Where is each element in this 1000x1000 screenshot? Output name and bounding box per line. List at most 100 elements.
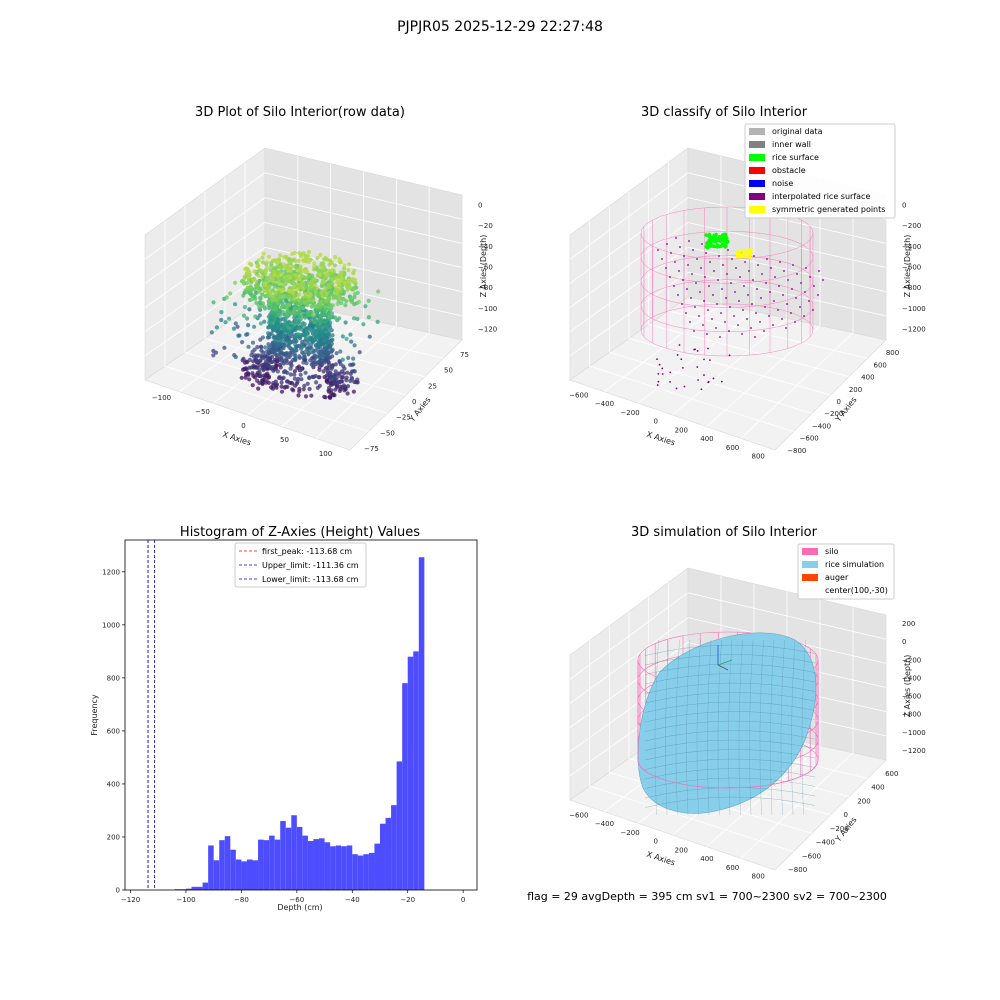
raw-point (311, 312, 316, 317)
interpolated-point (683, 385, 686, 388)
histogram-bar (224, 836, 231, 890)
x-tick-label: −50 (195, 408, 210, 416)
raw-point (280, 282, 285, 287)
rice-mesh-line (644, 768, 816, 780)
x-tick-label: −100 (152, 394, 171, 402)
raw-point (296, 306, 301, 311)
histogram-title: Histogram of Z-Axies (Height) Values (180, 525, 420, 540)
raw-point (280, 305, 285, 310)
raw-point (233, 354, 238, 360)
raw-point (213, 350, 219, 355)
x-tick-label: 0 (653, 418, 657, 426)
raw-point (336, 281, 341, 286)
interpolated-point (657, 372, 660, 375)
histogram-bar (208, 845, 214, 890)
legend-label: obstacle (772, 166, 806, 175)
raw-point (353, 291, 358, 296)
interpolated-point (693, 330, 695, 332)
raw-point (292, 352, 297, 357)
raw-point (299, 254, 304, 259)
panel-raw-xlabel: X Axies (221, 430, 252, 448)
y-tick-label: −25 (396, 414, 411, 422)
raw-point (351, 389, 356, 394)
raw-point (319, 313, 324, 318)
raw-point (219, 310, 224, 315)
x-tick-label: 800 (752, 453, 765, 461)
interpolated-point (813, 285, 815, 287)
raw-point (293, 272, 298, 278)
interpolated-point (804, 291, 806, 293)
histogram-bar (402, 683, 408, 890)
raw-point (279, 380, 284, 385)
raw-point (235, 324, 240, 329)
raw-point (256, 273, 261, 278)
raw-point (315, 354, 320, 359)
rice-mesh-line (749, 639, 754, 816)
raw-point (278, 309, 283, 315)
legend-frame (234, 542, 367, 588)
symmetric-point (742, 250, 746, 254)
z-tick-label: −20 (478, 222, 493, 230)
raw-point (281, 375, 286, 380)
z-tick-label: −200 (902, 656, 921, 664)
raw-point (263, 345, 268, 350)
interpolated-point (748, 270, 750, 272)
raw-point (251, 373, 256, 378)
raw-point (279, 389, 285, 394)
interpolated-point (707, 309, 709, 311)
interpolated-point (731, 258, 733, 260)
rice-mesh-line (707, 639, 712, 816)
legend-swatch (749, 128, 765, 135)
interpolated-point (693, 348, 696, 351)
raw-point (296, 276, 301, 281)
raw-point (301, 286, 306, 291)
grid-line-y (706, 179, 821, 427)
interpolated-point (778, 285, 780, 287)
raw-point (321, 267, 326, 272)
raw-point (273, 379, 278, 384)
legend-label: original data (772, 127, 823, 136)
raw-point (316, 341, 321, 346)
raw-point (282, 343, 287, 348)
raw-point (273, 335, 278, 340)
raw-point (278, 350, 283, 355)
legend-label: rice simulation (825, 560, 884, 569)
x-tick-label: −600 (569, 391, 588, 399)
raw-point (254, 283, 259, 288)
y-tick-label: 75 (460, 351, 469, 359)
interpolated-point (792, 264, 794, 266)
raw-point (278, 253, 283, 258)
interpolated-point (752, 279, 754, 281)
interpolated-point (735, 267, 737, 269)
raw-point (352, 268, 357, 273)
interpolated-point (817, 294, 819, 296)
center-axis (717, 664, 729, 671)
rice-mesh-line (644, 720, 816, 732)
panel-classify-legend: original data inner wall rice surface obsta… (744, 123, 896, 219)
raw-point (285, 309, 290, 314)
histogram-bar (313, 839, 320, 890)
raw-point (286, 268, 291, 273)
raw-point (310, 362, 315, 367)
interpolated-point (783, 270, 785, 272)
raw-point (325, 324, 330, 329)
raw-point (260, 335, 265, 340)
interpolated-point (795, 297, 797, 299)
raw-point (289, 280, 294, 285)
x-tick-label: 200 (675, 846, 688, 854)
raw-point (297, 315, 303, 320)
y-tick-label: 600 (107, 727, 120, 735)
raw-point (295, 365, 300, 371)
raw-point (260, 292, 265, 297)
raw-point (280, 339, 285, 344)
raw-point (290, 321, 295, 326)
panel-raw-ylabel: Y Axies (407, 395, 433, 424)
histogram-bar (341, 846, 347, 890)
raw-point (330, 281, 335, 286)
raw-point (247, 357, 252, 362)
raw-point (283, 369, 288, 374)
interpolated-point (739, 276, 741, 278)
raw-point (209, 330, 214, 335)
raw-point (233, 280, 238, 285)
histogram-bar (274, 839, 281, 890)
